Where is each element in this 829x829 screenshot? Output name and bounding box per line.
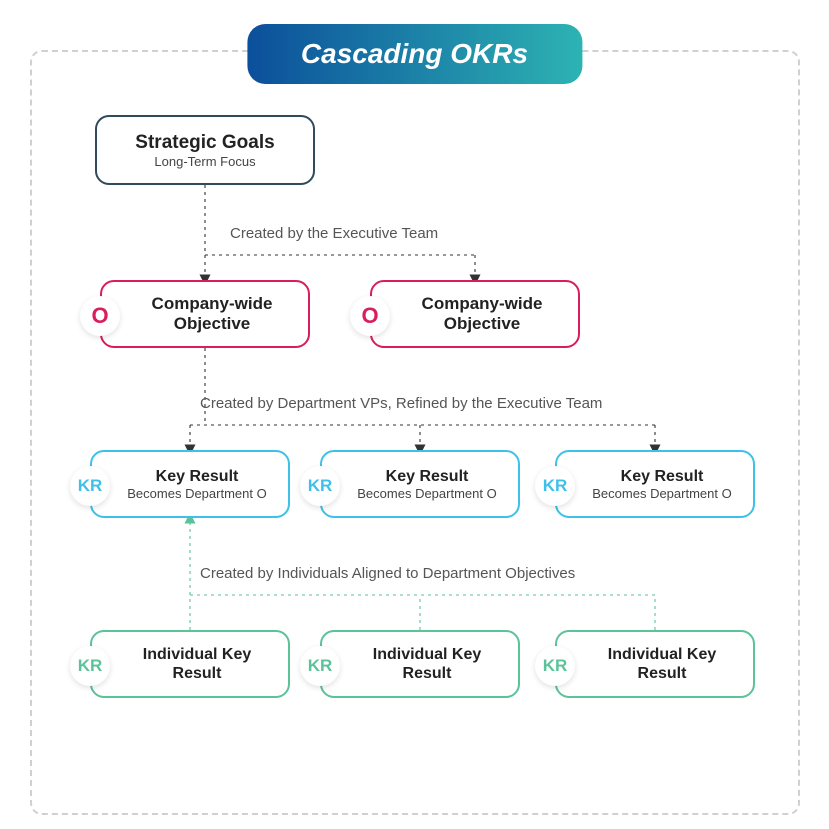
- key-result-sub: Becomes Department O: [113, 486, 266, 501]
- caption-department-vps: Created by Department VPs, Refined by th…: [200, 395, 602, 412]
- strategic-goals-node: Strategic Goals Long-Term Focus: [95, 115, 315, 185]
- individual-kr-badge: KR: [70, 646, 110, 686]
- individual-kr-title: Individual Key Result: [571, 645, 739, 683]
- individual-kr-node: KRIndividual Key Result: [320, 630, 520, 698]
- key-result-node: KRKey ResultBecomes Department O: [90, 450, 290, 518]
- individual-kr-title: Individual Key Result: [106, 645, 274, 683]
- key-result-title: Key Result: [607, 467, 704, 486]
- key-result-badge: KR: [70, 466, 110, 506]
- key-result-sub: Becomes Department O: [343, 486, 496, 501]
- objective-title: Company-wide Objective: [116, 294, 294, 335]
- key-result-node: KRKey ResultBecomes Department O: [555, 450, 755, 518]
- caption-executive-team: Created by the Executive Team: [230, 225, 438, 242]
- key-result-badge: KR: [300, 466, 340, 506]
- key-result-badge: KR: [535, 466, 575, 506]
- key-result-node: KRKey ResultBecomes Department O: [320, 450, 520, 518]
- individual-kr-badge: KR: [535, 646, 575, 686]
- individual-kr-badge: KR: [300, 646, 340, 686]
- objective-title: Company-wide Objective: [386, 294, 564, 335]
- objective-node: OCompany-wide Objective: [100, 280, 310, 348]
- diagram-title: Cascading OKRs: [247, 24, 582, 84]
- diagram-title-text: Cascading OKRs: [301, 38, 528, 69]
- key-result-title: Key Result: [372, 467, 469, 486]
- objective-badge: O: [350, 296, 390, 336]
- caption-individuals: Created by Individuals Aligned to Depart…: [200, 565, 575, 582]
- individual-kr-node: KRIndividual Key Result: [90, 630, 290, 698]
- key-result-title: Key Result: [142, 467, 239, 486]
- individual-kr-title: Individual Key Result: [336, 645, 504, 683]
- individual-kr-node: KRIndividual Key Result: [555, 630, 755, 698]
- objective-badge: O: [80, 296, 120, 336]
- objective-node: OCompany-wide Objective: [370, 280, 580, 348]
- key-result-sub: Becomes Department O: [578, 486, 731, 501]
- strategic-goals-title: Strategic Goals: [135, 132, 274, 154]
- strategic-goals-sub: Long-Term Focus: [154, 154, 255, 169]
